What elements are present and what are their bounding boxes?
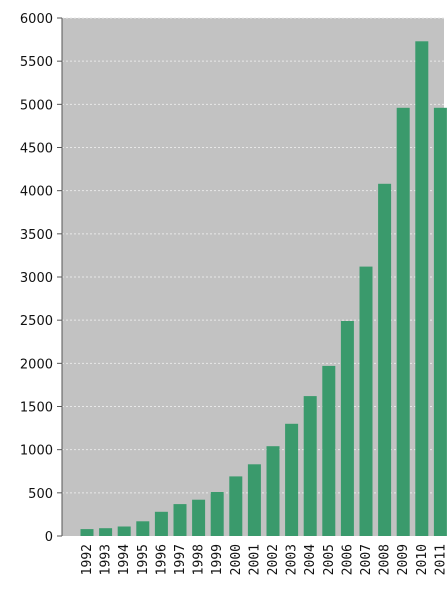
y-tick-label: 2500	[20, 314, 53, 329]
x-tick-label: 1996	[154, 544, 169, 575]
bar-1993	[99, 528, 113, 536]
y-tick-label: 5000	[20, 98, 53, 113]
x-tick-label: 2002	[266, 544, 281, 575]
x-tick-label: 2008	[378, 544, 393, 575]
bar-2002	[266, 446, 280, 536]
x-tick-label: 2011	[433, 544, 448, 575]
bar-2006	[340, 321, 354, 536]
x-tick-label: 2009	[396, 544, 411, 575]
x-tick-label: 1995	[136, 544, 151, 575]
x-tick-label: 2006	[340, 544, 355, 575]
y-tick-label: 1500	[20, 401, 53, 416]
x-tick-label: 2010	[415, 544, 430, 575]
x-tick-label: 1998	[192, 544, 207, 575]
bar-1992	[80, 529, 94, 536]
x-tick-label: 1999	[210, 544, 225, 575]
y-tick-label: 3500	[20, 228, 53, 243]
bar-2005	[322, 365, 336, 536]
y-tick-label: 4500	[20, 142, 53, 157]
bar-2009	[396, 107, 410, 537]
y-tick-label: 5500	[20, 55, 53, 70]
x-tick-label: 1994	[117, 544, 132, 575]
x-tick-label: 2000	[229, 544, 244, 575]
bar-1997	[173, 504, 187, 536]
bar-2003	[285, 423, 299, 536]
x-tick-label: 1992	[80, 544, 95, 575]
x-tick-label: 1993	[99, 544, 114, 575]
x-axis: 1992 1993 1994 1995 1996 1997 1998 1999 2000 2001…	[80, 544, 448, 575]
bar-2010	[415, 41, 429, 537]
y-tick-label: 2000	[20, 357, 53, 372]
bar-2001	[247, 464, 261, 536]
bar-1995	[136, 521, 150, 536]
y-tick-label: 3000	[20, 271, 53, 286]
y-tick-label: 0	[45, 530, 53, 545]
x-tick-label: 2005	[322, 544, 337, 575]
bar-1996	[154, 511, 168, 536]
x-tick-label: 2003	[285, 544, 300, 575]
bar-2007	[359, 266, 373, 536]
bar-2000	[229, 476, 243, 536]
y-tick-label: 1000	[20, 444, 53, 459]
x-tick-label: 2004	[303, 544, 318, 575]
bar-1998	[192, 499, 206, 536]
x-tick-label: 2001	[247, 544, 262, 575]
x-tick-label: 2007	[359, 544, 374, 575]
bar-2008	[378, 183, 392, 537]
y-tick-label: 500	[28, 487, 53, 502]
y-axis: 0 500 1000 1500 2000 2500 3000 3500 4000 4500 5000…	[20, 12, 63, 545]
y-tick-label: 4000	[20, 185, 53, 200]
bar-2004	[303, 396, 317, 536]
x-tick-label: 1997	[173, 544, 188, 575]
y-tick-label: 6000	[20, 12, 53, 27]
bar-1994	[117, 526, 131, 536]
bar-2011	[433, 107, 447, 537]
bar-1999	[210, 492, 224, 536]
bars	[80, 41, 447, 537]
